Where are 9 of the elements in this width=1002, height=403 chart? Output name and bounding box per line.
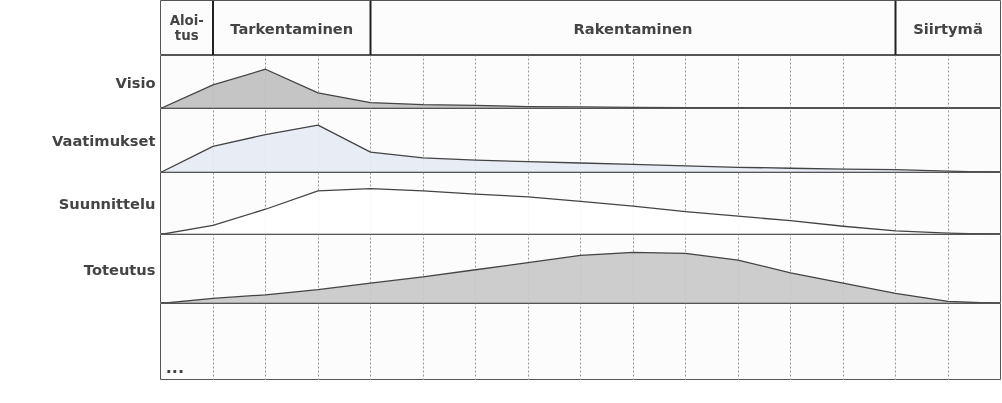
y-axis-title: Vaatimukset [52,132,156,149]
text: Tarkentaminen [230,19,354,37]
y-axis-title: Toteutus [83,260,156,278]
text: Rakentaminen [573,19,693,37]
text: Aloi- tus [169,13,204,43]
text: ... [165,357,184,377]
text: Siirtymä [913,19,983,37]
y-axis-title: Visio [115,73,156,91]
y-axis-title: Suunnittelu [58,195,156,212]
